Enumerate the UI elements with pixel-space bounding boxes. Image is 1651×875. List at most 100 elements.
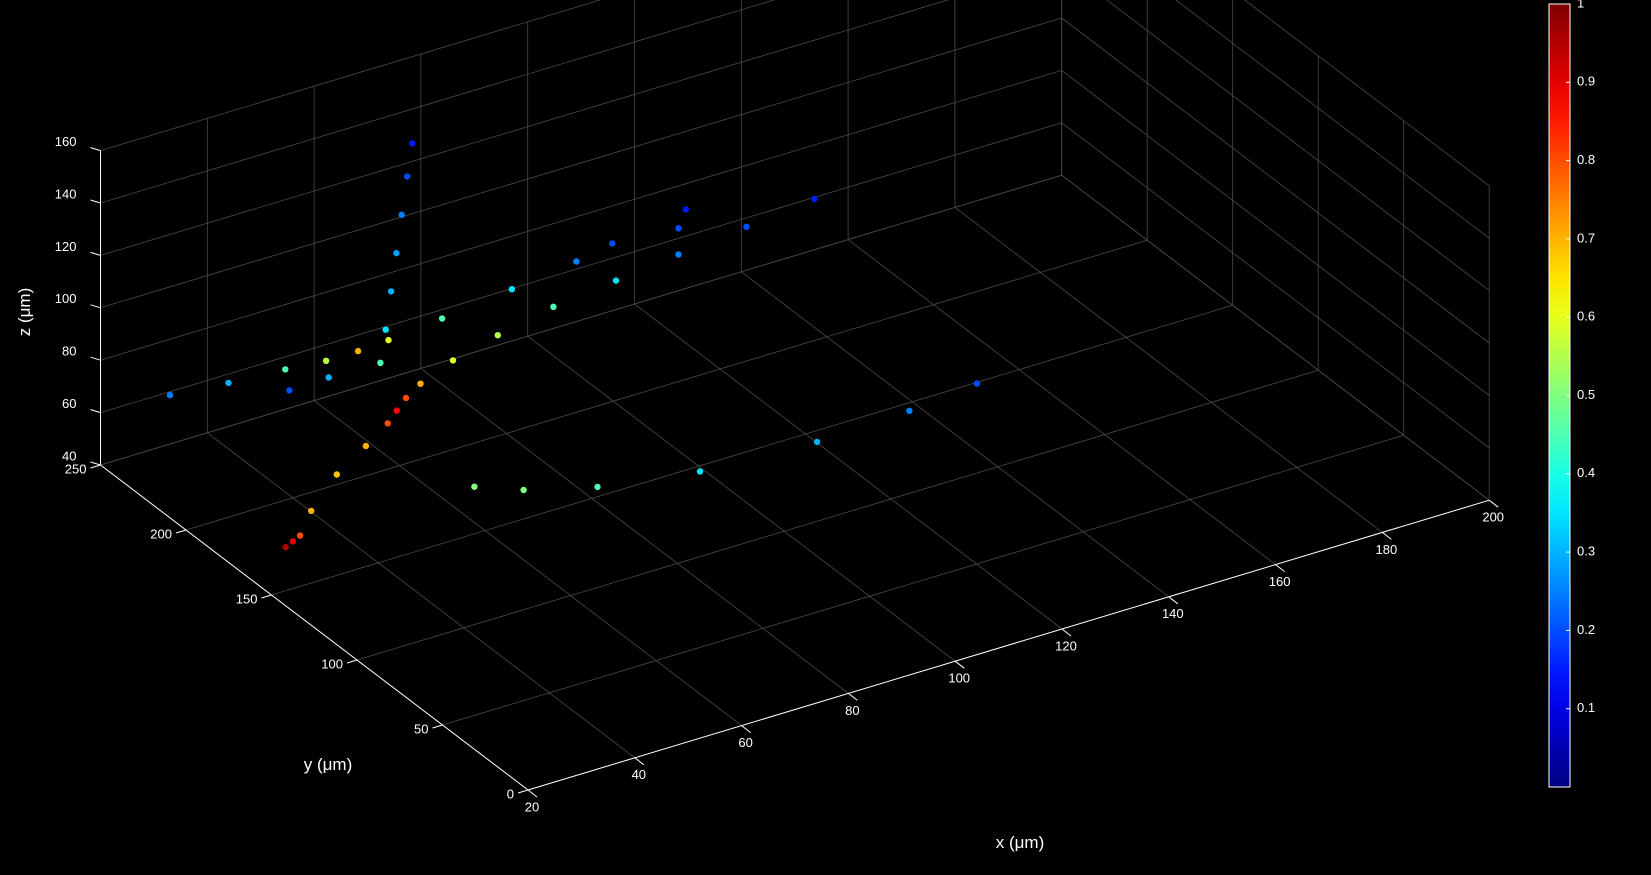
x-tick-label: 180 — [1376, 542, 1398, 557]
data-point — [696, 468, 704, 475]
grid-line — [741, 271, 1170, 598]
x-tick-label: 20 — [525, 799, 539, 814]
data-point — [282, 366, 289, 373]
x-tick-mark — [1488, 499, 1499, 508]
y-tick-mark — [346, 659, 358, 664]
colorbar-tick-label: 0.8 — [1577, 152, 1595, 167]
grid-line — [100, 17, 1062, 309]
z-axis-label: z (μm) — [15, 288, 34, 337]
axes — [90, 147, 1499, 798]
z-tick-label: 100 — [55, 291, 77, 306]
colorbar-tick-label: 0.6 — [1577, 309, 1595, 324]
data-point — [382, 326, 389, 333]
data-point — [333, 471, 340, 478]
data-point — [225, 379, 232, 387]
data-point — [282, 544, 289, 551]
colorbar-tick-label: 0.7 — [1577, 230, 1595, 245]
grid-line — [634, 303, 1063, 630]
y-tick-mark — [175, 529, 187, 534]
colorbar: 0.1 0.2 0.3 0.4 0.5 0.6 0.7 0.8 0.9 1 — [1548, 0, 1595, 788]
data-point — [550, 303, 557, 310]
data-point — [675, 225, 682, 232]
z-tick-mark — [90, 251, 101, 256]
y-axis-line — [100, 464, 529, 791]
y-tick-label: 250 — [65, 461, 87, 476]
data-point — [286, 387, 293, 394]
x-axis-line — [527, 499, 1490, 791]
grid — [100, 0, 1490, 791]
y-tick-mark — [432, 724, 443, 729]
x-tick-label: 120 — [1055, 638, 1077, 653]
z-tick-label: 160 — [55, 134, 77, 149]
z-tick-label: 80 — [62, 344, 76, 359]
grid-line — [1244, 0, 1490, 187]
z-tick-mark — [90, 461, 101, 466]
x-tick-mark — [954, 660, 965, 669]
data-point — [811, 195, 818, 203]
data-point — [362, 442, 370, 450]
data-point — [325, 374, 332, 381]
data-point — [166, 391, 174, 399]
data-point — [682, 206, 689, 213]
grid-line — [100, 0, 776, 204]
data-point — [387, 288, 395, 295]
x-tick-label: 160 — [1269, 574, 1291, 589]
y-tick-label: 200 — [150, 526, 172, 541]
y-axis-label: y (μm) — [304, 755, 353, 774]
grid-line — [1061, 174, 1490, 501]
data-point — [402, 394, 410, 402]
y-tick-label: 50 — [414, 721, 428, 736]
z-tick-label: 120 — [55, 239, 77, 254]
x-tick-mark — [1168, 596, 1179, 605]
data-point — [675, 251, 682, 258]
grid-line — [100, 122, 1062, 413]
data-point — [409, 140, 416, 147]
grid-line — [271, 304, 1233, 596]
data-point — [398, 211, 405, 218]
data-point — [906, 407, 913, 414]
z-tick-mark — [90, 356, 101, 361]
data-point — [377, 359, 384, 366]
z-tick-label: 40 — [62, 448, 76, 463]
data-point — [449, 357, 457, 364]
colorbar-tick-label: 0.4 — [1577, 465, 1595, 480]
grid-line — [100, 0, 949, 256]
data-point — [813, 438, 821, 446]
data-point — [520, 486, 527, 494]
grid-line — [356, 369, 1319, 661]
colorbar-tick-label: 0.3 — [1577, 544, 1595, 559]
z-tick-mark — [90, 409, 101, 414]
data-point — [612, 277, 620, 284]
x-tick-mark — [741, 725, 751, 733]
x-tick-mark — [1382, 532, 1392, 540]
grid-line — [442, 434, 1404, 726]
grid-line — [185, 239, 1148, 531]
y-tick-mark — [517, 789, 529, 794]
z-tick-label: 140 — [55, 186, 77, 201]
x-tick-mark — [527, 789, 538, 798]
grid-line — [1061, 70, 1490, 396]
data-point — [289, 538, 297, 545]
y-tick-mark — [90, 464, 101, 469]
data-point — [385, 336, 392, 344]
grid-line — [1061, 122, 1490, 449]
colorbar-tick-label: 0.2 — [1577, 622, 1595, 637]
data-point — [393, 407, 400, 414]
y-tick-label: 100 — [321, 656, 343, 671]
y-tick-label: 0 — [507, 786, 514, 801]
x-tick-label: 140 — [1162, 606, 1184, 621]
grid-line — [313, 400, 742, 726]
x-tick-mark — [1061, 628, 1072, 637]
z-tick-mark — [90, 147, 101, 152]
y-tick-label: 150 — [236, 591, 258, 606]
colorbar-tick-label: 0.1 — [1577, 700, 1595, 715]
x-tick-label: 60 — [738, 735, 752, 750]
grid-line — [527, 335, 956, 662]
data-point — [471, 483, 478, 490]
colorbar-tick-label: 0.9 — [1577, 74, 1595, 89]
data-point — [573, 258, 580, 265]
colorbar-tick-label: 0.5 — [1577, 387, 1595, 402]
data-point — [354, 347, 362, 355]
data-point — [393, 249, 400, 257]
